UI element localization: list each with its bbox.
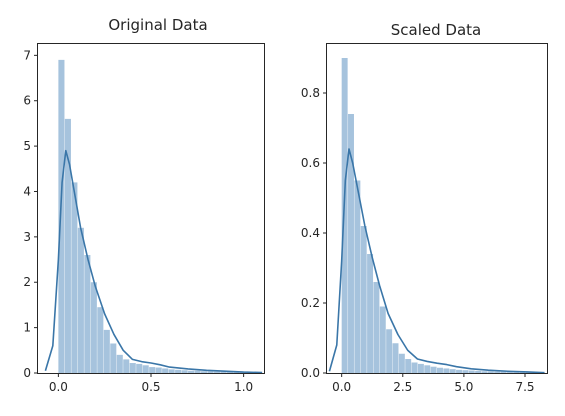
histogram-bar	[468, 370, 475, 373]
histogram-bar	[136, 363, 143, 373]
y-axis-ticks: 0 1 2 3 4 5 6 7	[23, 48, 38, 380]
histogram-bar	[398, 353, 405, 373]
y-axis-ticks: 0.0 0.2 0.4 0.6 0.8	[301, 86, 327, 380]
histogram-bar	[64, 118, 71, 373]
histogram-bar	[475, 370, 482, 373]
histogram-bar	[220, 371, 227, 373]
y-tick-label: 0	[23, 366, 31, 380]
histogram-bar	[348, 114, 354, 373]
histogram-bar	[456, 369, 463, 373]
kde-curve-group	[328, 148, 545, 374]
histogram-bar	[116, 354, 123, 373]
histogram-bar	[123, 359, 130, 373]
x-tick-label: 7.5	[515, 380, 534, 394]
x-tick-label: 0.0	[332, 380, 351, 394]
histogram-bar	[481, 371, 488, 373]
y-tick-label: 0.6	[301, 156, 320, 170]
original-data-panel: Original Data 0 1 2 3 4 5 6 7 0.0 0.5 1.0	[23, 16, 265, 394]
histogram-bar	[367, 254, 374, 373]
y-tick-label: 1	[23, 321, 31, 335]
x-tick-label: 2.5	[393, 380, 412, 394]
histogram-bar	[188, 370, 195, 373]
histogram-bar	[175, 369, 182, 373]
histogram-bar	[443, 368, 450, 373]
x-axis-ticks: 0.0 0.5 1.0	[49, 373, 253, 394]
histogram-bar	[149, 367, 156, 373]
histogram-bars	[341, 58, 532, 373]
histogram-bar	[513, 371, 520, 373]
histogram-bar	[341, 58, 348, 373]
y-tick-label: 5	[23, 139, 31, 153]
histogram-bar	[213, 371, 221, 373]
histogram-bar	[226, 371, 234, 373]
x-tick-label: 1.0	[234, 380, 253, 394]
histogram-bar	[162, 368, 169, 373]
histogram-bar	[201, 371, 208, 373]
kde-curve-group	[44, 149, 263, 374]
histogram-bar	[129, 363, 136, 373]
histogram-bar	[392, 343, 399, 373]
histogram-bar	[417, 363, 424, 373]
x-axis-ticks: 0.0 2.5 5.0 7.5	[332, 373, 535, 394]
scaled-data-panel: Scaled Data 0.0 0.2 0.4 0.6 0.8 0.0 2.5 5.0 7.5	[301, 21, 548, 394]
kde-curve	[328, 148, 545, 374]
histogram-bar	[77, 227, 84, 373]
histogram-bar	[142, 365, 149, 373]
histogram-bar	[155, 367, 162, 373]
histogram-bar	[506, 371, 513, 373]
y-tick-label: 6	[23, 94, 31, 108]
histogram-bar	[233, 372, 240, 373]
histogram-bar	[84, 255, 91, 373]
histogram-bar	[207, 371, 214, 373]
histogram-bar	[500, 371, 507, 373]
y-tick-label: 0.2	[301, 296, 320, 310]
chart-title: Original Data	[108, 16, 207, 34]
histogram-bar	[168, 369, 175, 373]
y-tick-label: 7	[23, 48, 31, 62]
chart-title: Scaled Data	[391, 21, 481, 39]
histogram-bar	[360, 226, 367, 373]
x-tick-label: 0.0	[49, 380, 68, 394]
histogram-bar	[103, 329, 110, 373]
histogram-bar	[487, 371, 494, 373]
histogram-bar	[58, 59, 65, 373]
histogram-bar	[462, 370, 469, 373]
y-tick-label: 0.0	[301, 366, 320, 380]
histogram-bar	[354, 180, 361, 373]
histogram-bar	[494, 371, 501, 373]
histogram-bar	[194, 370, 201, 373]
x-tick-label: 5.0	[454, 380, 473, 394]
histogram-bar	[519, 372, 526, 373]
y-tick-label: 0.8	[301, 86, 320, 100]
histogram-bar	[424, 365, 431, 373]
histogram-bars	[58, 59, 253, 373]
histogram-bar	[411, 362, 418, 373]
x-tick-label: 0.5	[141, 380, 160, 394]
axes-frame	[326, 43, 548, 374]
histogram-bar	[405, 359, 412, 373]
histogram-bar	[430, 366, 437, 373]
y-tick-label: 2	[23, 275, 31, 289]
histogram-bar	[379, 306, 386, 373]
histogram-bar	[90, 282, 97, 373]
histogram-bar	[181, 370, 188, 373]
histogram-bar	[386, 329, 393, 373]
histogram-bar	[373, 282, 380, 373]
kde-curve	[44, 149, 263, 374]
histogram-bar	[449, 369, 456, 373]
histogram-bar	[110, 343, 117, 373]
histogram-bar	[97, 307, 104, 373]
y-tick-label: 3	[23, 230, 31, 244]
histogram-bar	[71, 182, 78, 373]
histogram-bar	[437, 367, 443, 373]
y-tick-label: 0.4	[301, 226, 320, 240]
y-tick-label: 4	[23, 184, 31, 198]
